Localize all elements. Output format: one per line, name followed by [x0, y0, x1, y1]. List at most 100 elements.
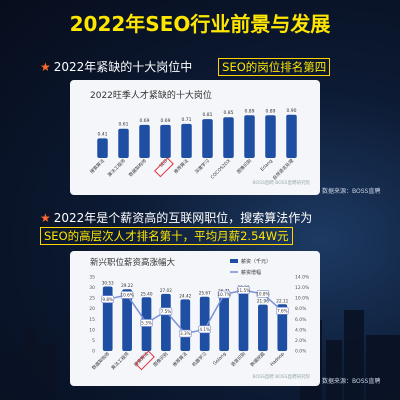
y-tick-left: 25 [89, 296, 95, 302]
chart-title: 2022旺季人才紧缺的十大岗位 [90, 89, 212, 101]
chart-watermark: BOSS直聘 BOSS直聘研究院 [253, 373, 311, 380]
growth-point [101, 295, 115, 304]
source-note-1: 数据来源：BOSS直聘 [322, 188, 381, 195]
bar [180, 299, 191, 351]
growth-label: 7.6% [277, 308, 288, 313]
growth-point [120, 291, 134, 299]
y-tick-left: 35 [89, 275, 95, 281]
point-1-highlight: SEO的岗位排名第四 [218, 58, 331, 76]
growth-line [107, 289, 283, 335]
growth-point [198, 325, 211, 334]
bar [97, 138, 108, 158]
tick-label: 搜索算法 [132, 350, 150, 368]
bar [277, 304, 288, 351]
tick-label: COCOS2DX [210, 158, 232, 180]
data-label: 25.67 [199, 291, 211, 296]
tick-label: Hadoop [269, 351, 286, 368]
y-tick-right: 10.0% [295, 296, 310, 302]
y-tick-right: 0.0% [295, 349, 307, 355]
growth-label: 7.5% [161, 309, 172, 314]
tick-label: 图像识别 [235, 157, 253, 175]
data-label: 0.90 [286, 108, 296, 114]
data-label: 24.42 [179, 293, 191, 298]
point-1-text: 2022年紧缺的十大岗位中 [53, 60, 193, 74]
bar [139, 124, 150, 158]
page-title: 2022年SEO行业前景与发展 [69, 12, 331, 36]
bar [258, 304, 268, 351]
tick-label: 算法工程师 [106, 157, 127, 178]
source-note-2: 数据来源：BOSS直聘 [322, 378, 381, 385]
bar [244, 115, 255, 158]
bar [223, 117, 234, 158]
data-label: 0.69 [139, 118, 149, 124]
growth-point [159, 307, 173, 316]
data-label: 0.69 [160, 118, 170, 124]
tick-label: 自然语言处理 [271, 157, 295, 181]
tick-label: Golang [212, 351, 228, 367]
bar [118, 128, 129, 158]
bar [161, 293, 171, 351]
tick-label: 数据架构师 [127, 157, 148, 178]
y-tick-right: 2.0% [295, 338, 307, 344]
tick-label: SEO [158, 158, 169, 169]
y-tick-right: 14.0% [295, 275, 310, 281]
data-label: 0.61 [118, 122, 128, 128]
growth-label: 3.3% [180, 331, 191, 336]
chart-emerging-salaries: 新兴职位薪资高涨幅大 薪资（千元） 薪资增幅 BOSS直聘 BOSS直聘研究院 0 5 10… [89, 257, 311, 380]
y-tick-right: 12.0% [295, 285, 310, 291]
bar [122, 289, 132, 351]
bar [181, 123, 192, 158]
highlight-box [135, 350, 155, 371]
y-tick-left: 15 [89, 317, 95, 323]
growth-label: 10.8% [256, 292, 269, 297]
chart-card-1: 2022旺季人才紧缺的十大岗位 BOSS直聘 BOSS直聘研究院 0.41 搜索算法 0… [70, 80, 320, 195]
growth-point [217, 290, 231, 299]
star-icon: ★ [40, 211, 51, 225]
chart-top-ten-positions: 2022旺季人才紧缺的十大岗位 BOSS直聘 BOSS直聘研究院 0.41 搜索算法 0… [88, 89, 310, 186]
bar [286, 114, 297, 158]
data-label: 21.96 [257, 299, 269, 304]
data-label: 0.71 [181, 117, 191, 123]
tick-label: 算法工程师 [110, 350, 131, 371]
point-2: ★ 2022年是个薪资高的互联网职位，搜索算法作为 SEO的高层次人才排名第十，平… [40, 209, 312, 245]
highlight-box [154, 157, 174, 178]
point-2-line1: 2022年是个薪资高的互联网职位，搜索算法作为 [53, 211, 313, 225]
growth-label: 5.3% [141, 321, 152, 326]
growth-point [237, 286, 250, 295]
bar [238, 291, 249, 351]
tick-label: 语音识别 [229, 350, 247, 368]
tick-label: 图像识别 [152, 350, 170, 368]
y-tick-left: 10 [89, 327, 95, 333]
growth-point [276, 307, 289, 315]
data-label: 29.22 [121, 283, 133, 288]
point-2-highlight: SEO的高层次人才排名第十，平均月薪2.54W元 [40, 227, 293, 245]
tick-label: 搜索算法 [88, 157, 106, 175]
data-label: 0.85 [223, 110, 233, 116]
growth-label: 10.6% [120, 293, 133, 298]
legend-swatch-salary [230, 259, 238, 263]
y-tick-left: 0 [92, 349, 95, 355]
growth-label: 11.5% [237, 288, 250, 293]
growth-point [179, 329, 192, 338]
growth-label: 9.8% [102, 297, 113, 302]
bar [265, 115, 276, 158]
bar [160, 124, 171, 158]
data-label: 30.53 [102, 280, 114, 285]
y-tick-right: 6.0% [295, 317, 307, 323]
data-label: 27.02 [160, 288, 172, 293]
growth-label: 4.1% [199, 327, 210, 332]
point-1: ★ 2022年紧缺的十大岗位中 SEO的岗位排名第四 [40, 58, 331, 76]
growth-point [256, 290, 270, 298]
data-label: 0.41 [97, 131, 107, 137]
legend-growth: 薪资增幅 [241, 269, 261, 276]
data-label: 0.89 [244, 108, 254, 114]
growth-label: 10.7% [217, 292, 230, 297]
y-tick-right: 4.0% [295, 327, 307, 333]
y-tick-left: 30 [89, 285, 95, 291]
tick-label: 推荐算法 [172, 157, 190, 175]
chart-card-2: 新兴职位薪资高涨幅大 薪资（千元） 薪资增幅 BOSS直聘 BOSS直聘研究院 0 5 10… [70, 251, 320, 386]
data-label: 0.89 [265, 108, 275, 114]
data-label: 0.81 [202, 112, 212, 118]
y-tick-left: 5 [92, 338, 95, 344]
